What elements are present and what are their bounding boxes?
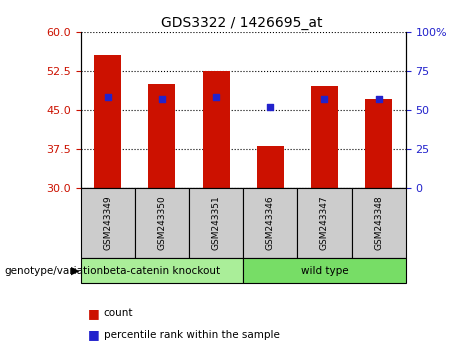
Bar xyxy=(202,71,230,188)
Bar xyxy=(148,84,176,188)
Bar xyxy=(365,99,392,188)
Bar xyxy=(189,188,243,258)
Bar xyxy=(81,188,135,258)
Bar xyxy=(243,188,297,258)
Point xyxy=(104,94,112,99)
Point xyxy=(375,97,382,102)
Point xyxy=(158,97,165,102)
Bar xyxy=(94,55,121,188)
Text: genotype/variation: genotype/variation xyxy=(5,266,104,276)
Text: GSM243351: GSM243351 xyxy=(212,196,221,250)
Bar xyxy=(352,188,406,258)
Text: ■: ■ xyxy=(88,307,99,320)
Text: ■: ■ xyxy=(88,328,99,341)
Text: GDS3322 / 1426695_at: GDS3322 / 1426695_at xyxy=(161,16,323,30)
Bar xyxy=(257,146,284,188)
Bar xyxy=(135,188,189,258)
Text: beta-catenin knockout: beta-catenin knockout xyxy=(103,266,220,276)
Point xyxy=(321,97,328,102)
Text: wild type: wild type xyxy=(301,266,348,276)
Point xyxy=(213,94,220,99)
Text: GSM243349: GSM243349 xyxy=(103,196,112,250)
Text: GSM243348: GSM243348 xyxy=(374,196,383,250)
Bar xyxy=(311,86,338,188)
Text: percentile rank within the sample: percentile rank within the sample xyxy=(104,330,280,339)
Text: GSM243346: GSM243346 xyxy=(266,196,275,250)
Text: GSM243347: GSM243347 xyxy=(320,196,329,250)
Bar xyxy=(243,258,406,283)
Text: GSM243350: GSM243350 xyxy=(157,196,166,250)
Point xyxy=(266,104,274,110)
Bar xyxy=(297,188,352,258)
Bar xyxy=(81,258,243,283)
Text: count: count xyxy=(104,308,133,318)
Text: ▶: ▶ xyxy=(71,266,80,276)
